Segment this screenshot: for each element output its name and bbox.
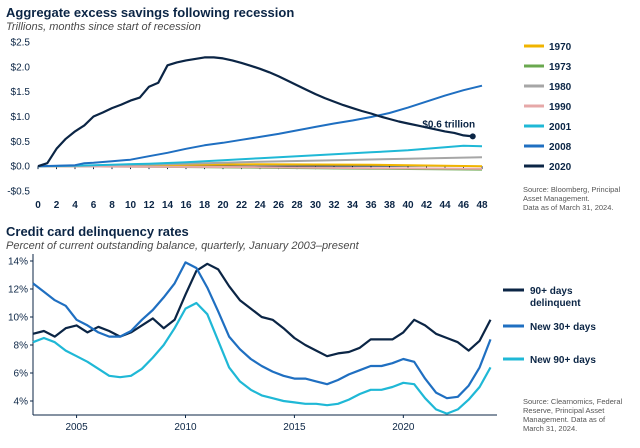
x-tick-label: 42 [421,200,433,211]
legend-label-1973: 1973 [549,62,572,73]
chart1-source-line: Data as of March 31, 2024. [523,203,614,212]
y-tick-label: 8% [14,341,29,352]
chart1-svg: $2.5$2.0$1.5$1.0$0.5$0.0-$0.50 2 4 6 8 10 12 14… [7,38,572,212]
x-tick-label: 20 [217,200,229,211]
chart1-source-line: Asset Management. [523,194,590,203]
annotation-marker [469,133,476,140]
x-tick-label: 40 [402,200,414,211]
legend-label-1980: 1980 [549,82,572,93]
series-line-2020 [37,56,473,168]
y-tick-label: 4% [14,397,29,408]
x-tick-label: 38 [384,200,396,211]
y-tick-label: $0.0 [11,162,31,173]
chart2-source-line: March 31, 2024. [523,424,578,433]
x-tick-label: 46 [458,200,470,211]
x-tick-label: 6 [91,200,97,211]
y-tick-label: $0.5 [11,137,31,148]
legend-label: New 90+ days [530,355,596,366]
x-tick-label: 30 [310,200,322,211]
chart2-source-line: Management. Data as of [523,415,606,424]
legend-label-1990: 1990 [549,102,572,113]
chart1-source: Source: Bloomberg, Principal Asset Manag… [523,185,620,212]
legend-label: New 30+ days [530,322,596,333]
x-tick-label: 2020 [392,422,415,433]
x-tick-label: 28 [291,200,303,211]
x-tick-label: 10 [125,200,137,211]
annotation-label: $0.6 trillion [422,119,475,130]
chart2-source: Source: Clearnomics, Federal Reserve, Pr… [523,397,622,433]
x-tick-label: 36 [365,200,377,211]
x-tick-label: 4 [72,200,78,211]
x-tick-label: 2 [54,200,60,211]
x-tick-label: 12 [143,200,155,211]
series-line [32,262,492,358]
y-tick-label: $2.5 [11,38,31,49]
x-tick-label: 44 [439,200,451,211]
x-tick-label: 2005 [65,422,88,433]
chart2-subtitle: Percent of current outstanding balance, … [6,240,359,252]
series-line [32,261,492,400]
x-tick-label: 24 [254,200,266,211]
series-line-2001 [37,144,483,168]
y-tick-label: 6% [14,369,29,380]
y-tick-label: $2.0 [11,62,31,73]
chart1-subtitle: Trillions, months since start of recessi… [6,21,201,33]
legend-label-2020: 2020 [549,162,572,173]
x-tick-label: 18 [199,200,211,211]
series-line-1990 [37,165,483,170]
chart1-title: Aggregate excess savings following reces… [6,5,295,20]
y-tick-label: $1.0 [11,112,31,123]
y-tick-label: 14% [8,257,28,268]
x-tick-label: 8 [109,200,115,211]
x-tick-label: 34 [347,200,359,211]
legend-label-2008: 2008 [549,142,572,153]
legend-label: delinquent [530,298,581,309]
y-tick-label: -$0.5 [7,187,30,198]
x-tick-label: 2010 [174,422,197,433]
legend-label-2001: 2001 [549,122,572,133]
series-line-2008 [37,84,483,168]
series-line [32,301,492,415]
y-tick-label: $1.5 [11,87,31,98]
x-tick-label: 16 [180,200,192,211]
x-tick-label: 2015 [283,422,306,433]
x-tick-label: 26 [273,200,285,211]
chart2-title: Credit card delinquency rates [6,224,189,239]
legend-label-1970: 1970 [549,42,572,53]
x-tick-label: 48 [476,200,488,211]
x-tick-label: 32 [328,200,340,211]
y-tick-label: 12% [8,285,28,296]
x-tick-label: 22 [236,200,248,211]
legend-label: 90+ days [530,286,573,297]
chart2-source-line: Reserve, Principal Asset [523,406,605,415]
x-tick-label: 0 [35,200,41,211]
y-tick-label: 10% [8,313,28,324]
chart2-source-line: Source: Clearnomics, Federal [523,397,623,406]
x-tick-label: 14 [162,200,174,211]
chart1-source-line: Source: Bloomberg, Principal [523,185,621,194]
